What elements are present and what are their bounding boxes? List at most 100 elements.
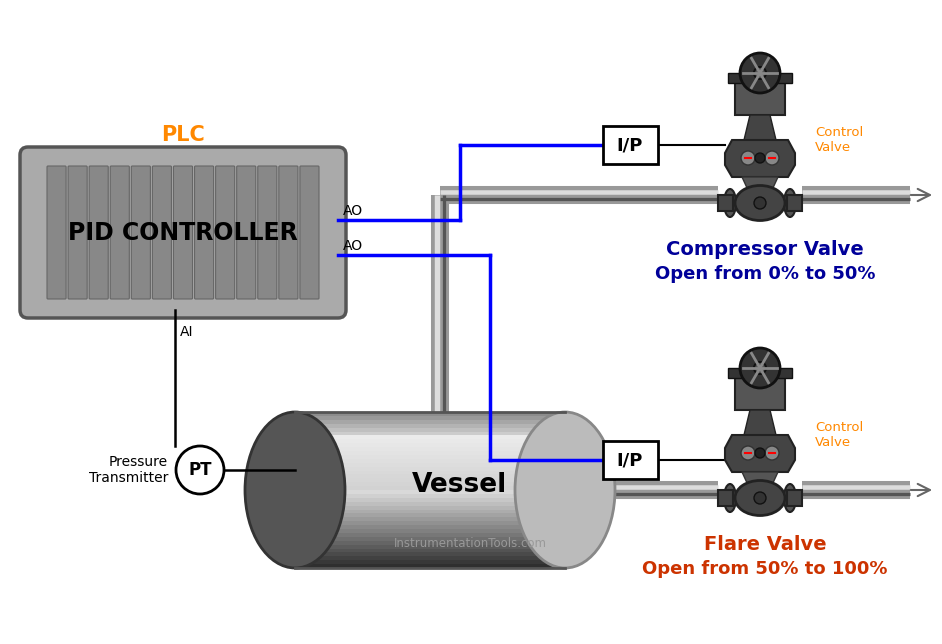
FancyBboxPatch shape	[47, 166, 66, 299]
Text: Compressor Valve: Compressor Valve	[666, 240, 864, 259]
FancyBboxPatch shape	[718, 195, 733, 211]
FancyBboxPatch shape	[68, 166, 88, 299]
Bar	[295, 428, 565, 433]
Circle shape	[740, 53, 780, 93]
Text: AO: AO	[343, 239, 363, 253]
FancyBboxPatch shape	[787, 195, 802, 211]
Bar	[295, 494, 565, 499]
Bar	[295, 498, 565, 503]
Ellipse shape	[735, 185, 785, 220]
Bar	[295, 478, 565, 483]
Bar	[295, 435, 565, 440]
Ellipse shape	[784, 484, 796, 512]
Text: Open from 0% to 50%: Open from 0% to 50%	[655, 265, 875, 283]
Bar	[295, 517, 565, 522]
Text: AI: AI	[180, 325, 193, 339]
FancyBboxPatch shape	[300, 166, 319, 299]
FancyBboxPatch shape	[173, 166, 192, 299]
FancyBboxPatch shape	[258, 166, 277, 299]
Bar	[295, 475, 565, 479]
Bar	[295, 420, 565, 424]
FancyBboxPatch shape	[718, 490, 733, 506]
Circle shape	[741, 446, 755, 460]
Bar	[295, 443, 565, 448]
Text: PT: PT	[188, 461, 212, 479]
Bar	[295, 459, 565, 464]
Text: Control
Valve: Control Valve	[815, 126, 863, 154]
FancyBboxPatch shape	[110, 166, 129, 299]
Ellipse shape	[784, 189, 796, 217]
Bar	[295, 424, 565, 429]
Bar	[295, 412, 565, 417]
FancyBboxPatch shape	[195, 166, 214, 299]
Ellipse shape	[515, 412, 615, 568]
Circle shape	[754, 362, 766, 374]
Circle shape	[755, 448, 765, 458]
Bar	[295, 521, 565, 526]
Circle shape	[741, 151, 755, 165]
Bar	[295, 451, 565, 456]
Bar	[295, 471, 565, 475]
Ellipse shape	[724, 189, 736, 217]
Circle shape	[765, 446, 779, 460]
Text: InstrumentationTools.com: InstrumentationTools.com	[394, 537, 546, 550]
FancyBboxPatch shape	[787, 490, 802, 506]
Bar	[295, 447, 565, 452]
Bar	[295, 541, 565, 545]
Ellipse shape	[724, 484, 736, 512]
FancyBboxPatch shape	[216, 166, 235, 299]
Bar	[295, 416, 565, 421]
Text: I/P: I/P	[617, 136, 643, 154]
FancyBboxPatch shape	[279, 166, 298, 299]
Text: Vessel: Vessel	[413, 472, 508, 498]
Bar	[295, 439, 565, 444]
Bar	[295, 564, 565, 569]
Ellipse shape	[735, 480, 785, 515]
Text: Control
Valve: Control Valve	[815, 421, 863, 449]
Bar	[295, 431, 565, 437]
Polygon shape	[725, 140, 795, 177]
Polygon shape	[742, 472, 778, 485]
Bar	[295, 490, 565, 495]
Bar	[295, 525, 565, 530]
Bar	[295, 549, 565, 553]
Polygon shape	[744, 410, 776, 435]
Bar	[295, 462, 565, 468]
Circle shape	[740, 348, 780, 388]
Text: Open from 50% to 100%: Open from 50% to 100%	[642, 560, 887, 578]
Bar	[295, 553, 565, 557]
Bar	[295, 556, 565, 561]
Circle shape	[754, 67, 766, 79]
Bar	[295, 513, 565, 518]
FancyBboxPatch shape	[728, 368, 792, 378]
FancyBboxPatch shape	[89, 166, 108, 299]
Text: PLC: PLC	[161, 125, 204, 145]
FancyBboxPatch shape	[735, 375, 785, 410]
Text: Pressure
Transmitter: Pressure Transmitter	[89, 455, 168, 485]
FancyBboxPatch shape	[236, 166, 256, 299]
Circle shape	[176, 446, 224, 494]
Circle shape	[765, 151, 779, 165]
FancyBboxPatch shape	[603, 126, 658, 164]
Polygon shape	[725, 435, 795, 472]
Text: Flare Valve: Flare Valve	[704, 535, 826, 554]
FancyBboxPatch shape	[153, 166, 171, 299]
Text: PID CONTROLLER: PID CONTROLLER	[68, 220, 298, 245]
Bar	[295, 482, 565, 487]
Bar	[295, 502, 565, 507]
Bar	[295, 486, 565, 491]
Polygon shape	[744, 115, 776, 140]
Bar	[295, 537, 565, 542]
Bar	[295, 467, 565, 471]
Bar	[295, 455, 565, 460]
Circle shape	[755, 153, 765, 163]
Bar	[295, 509, 565, 515]
FancyBboxPatch shape	[728, 73, 792, 83]
FancyBboxPatch shape	[603, 441, 658, 479]
FancyBboxPatch shape	[131, 166, 151, 299]
Polygon shape	[742, 177, 778, 190]
Circle shape	[754, 492, 766, 504]
Text: I/P: I/P	[617, 451, 643, 469]
Bar	[295, 560, 565, 565]
Bar	[295, 529, 565, 534]
